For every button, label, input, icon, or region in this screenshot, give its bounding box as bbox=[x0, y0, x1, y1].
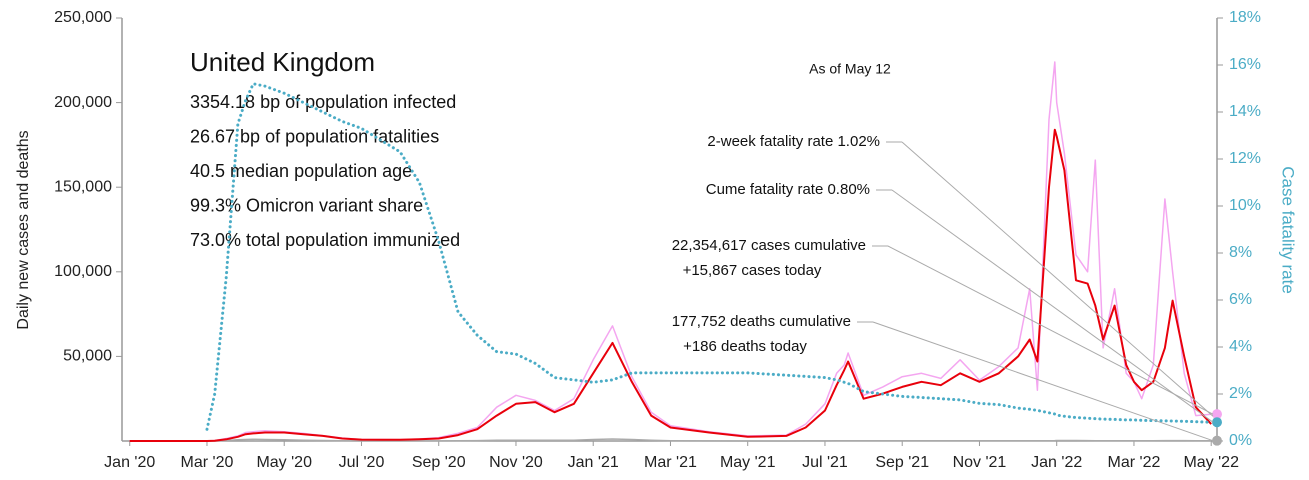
x-tick-label: Nov '20 bbox=[489, 454, 543, 471]
x-tick-label: May '21 bbox=[720, 454, 776, 471]
x-tick-label: Jan '20 bbox=[104, 454, 155, 471]
series-line bbox=[205, 82, 1213, 431]
leader-line bbox=[887, 245, 1214, 415]
y-tick-label: 200,000 bbox=[54, 94, 112, 111]
callout: Cume fatality rate 0.80% bbox=[706, 181, 870, 198]
series-line bbox=[129, 438, 1212, 442]
x-tick-label: Mar '21 bbox=[644, 454, 697, 471]
y-axis-label: Daily new cases and deaths bbox=[15, 130, 32, 329]
leader-line bbox=[872, 321, 1214, 442]
stat-line: 73.0% total population immunized bbox=[190, 230, 460, 250]
y2-axis-label: Case fatality rate bbox=[1279, 166, 1298, 294]
y2-tick-label: 10% bbox=[1229, 197, 1261, 214]
series-line bbox=[129, 61, 1212, 442]
y2-tick-label: 8% bbox=[1229, 244, 1252, 261]
stat-line: 40.5 median population age bbox=[190, 161, 412, 181]
x-tick-label: Jul '20 bbox=[339, 454, 385, 471]
x-tick-label: May '20 bbox=[256, 454, 312, 471]
leader-line bbox=[901, 141, 1214, 417]
as-of: As of May 12 bbox=[809, 61, 891, 77]
series-line bbox=[129, 128, 1212, 442]
y2-tick-label: 6% bbox=[1229, 291, 1252, 308]
x-tick-label: May '22 bbox=[1183, 454, 1239, 471]
x-tick-label: Jul '21 bbox=[802, 454, 848, 471]
chart-title: United Kingdom bbox=[190, 47, 375, 77]
y2-tick-label: 18% bbox=[1229, 9, 1261, 26]
y2-tick-label: 16% bbox=[1229, 56, 1261, 73]
end-marker bbox=[1212, 409, 1222, 420]
callout: +186 deaths today bbox=[683, 338, 807, 355]
stat-line: 99.3% Omicron variant share bbox=[190, 195, 423, 215]
y2-tick-label: 4% bbox=[1229, 338, 1252, 355]
x-tick-label: Sep '20 bbox=[412, 454, 466, 471]
callout: 177,752 deaths cumulative bbox=[672, 313, 851, 330]
stat-line: 26.67 bp of population fatalities bbox=[190, 126, 439, 146]
callout: 2-week fatality rate 1.02% bbox=[707, 133, 880, 150]
x-tick-label: Mar '20 bbox=[181, 454, 234, 471]
end-marker bbox=[1212, 417, 1222, 428]
x-tick-label: Nov '21 bbox=[953, 454, 1007, 471]
stat-line: 3354.18 bp of population infected bbox=[190, 92, 456, 112]
y-tick-label: 100,000 bbox=[54, 263, 112, 280]
x-tick-label: Sep '21 bbox=[875, 454, 929, 471]
callout: +15,867 cases today bbox=[683, 262, 822, 279]
x-tick-label: Jan '21 bbox=[568, 454, 619, 471]
leader-line bbox=[891, 189, 1214, 423]
x-tick-label: Mar '22 bbox=[1108, 454, 1161, 471]
y-tick-label: 150,000 bbox=[54, 178, 112, 195]
y2-tick-label: 0% bbox=[1229, 432, 1252, 449]
y2-tick-label: 14% bbox=[1229, 103, 1261, 120]
y-tick-label: 50,000 bbox=[63, 348, 112, 365]
y2-tick-label: 12% bbox=[1229, 150, 1261, 167]
x-tick-label: Jan '22 bbox=[1031, 454, 1082, 471]
y2-tick-label: 2% bbox=[1229, 385, 1252, 402]
callout: 22,354,617 cases cumulative bbox=[672, 237, 866, 254]
y-tick-label: 250,000 bbox=[54, 9, 112, 26]
end-marker bbox=[1212, 435, 1222, 446]
